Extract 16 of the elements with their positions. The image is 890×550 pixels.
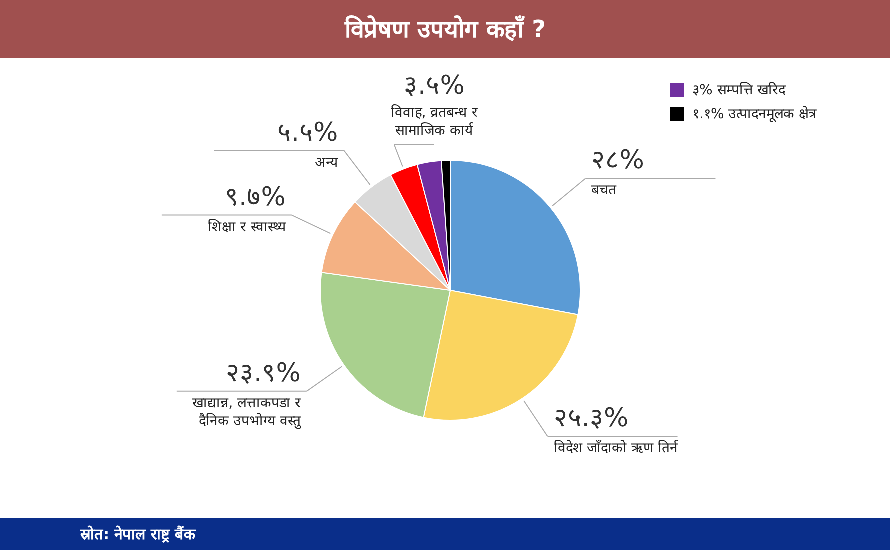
data-label: २८% [592,146,644,176]
legend-label: ३% सम्पत्ति खरिद [692,82,787,98]
slice-label: विवाह, व्रतबन्ध र सामाजिक कार्य [390,104,478,139]
chart-title: विप्रेषण उपयोग कहाँ ? [344,16,546,44]
text: स्रोत: नेपाल राष्ट्र बैंक [80,526,198,544]
data-label: २५.३% [554,404,629,434]
slice-label: शिक्षा र स्वास्थ्य [208,218,287,236]
data-label: ३.५% [404,70,465,101]
slice-label: अन्य [315,154,340,171]
data-label: ५.५% [277,118,338,148]
slice-label: खाद्यान्न, लत्ताकपडा र दैनिक उपभोग्य वस्तु [192,395,302,430]
data-label: ९.७% [224,182,286,212]
slice-label: बचत [592,182,618,199]
legend-label: १.१% उत्पादनमूलक क्षेत्र [692,106,818,122]
slice-label: विदेश जाँदाको ऋण तिर्न [554,440,680,457]
data-label: २३.९% [226,358,301,388]
